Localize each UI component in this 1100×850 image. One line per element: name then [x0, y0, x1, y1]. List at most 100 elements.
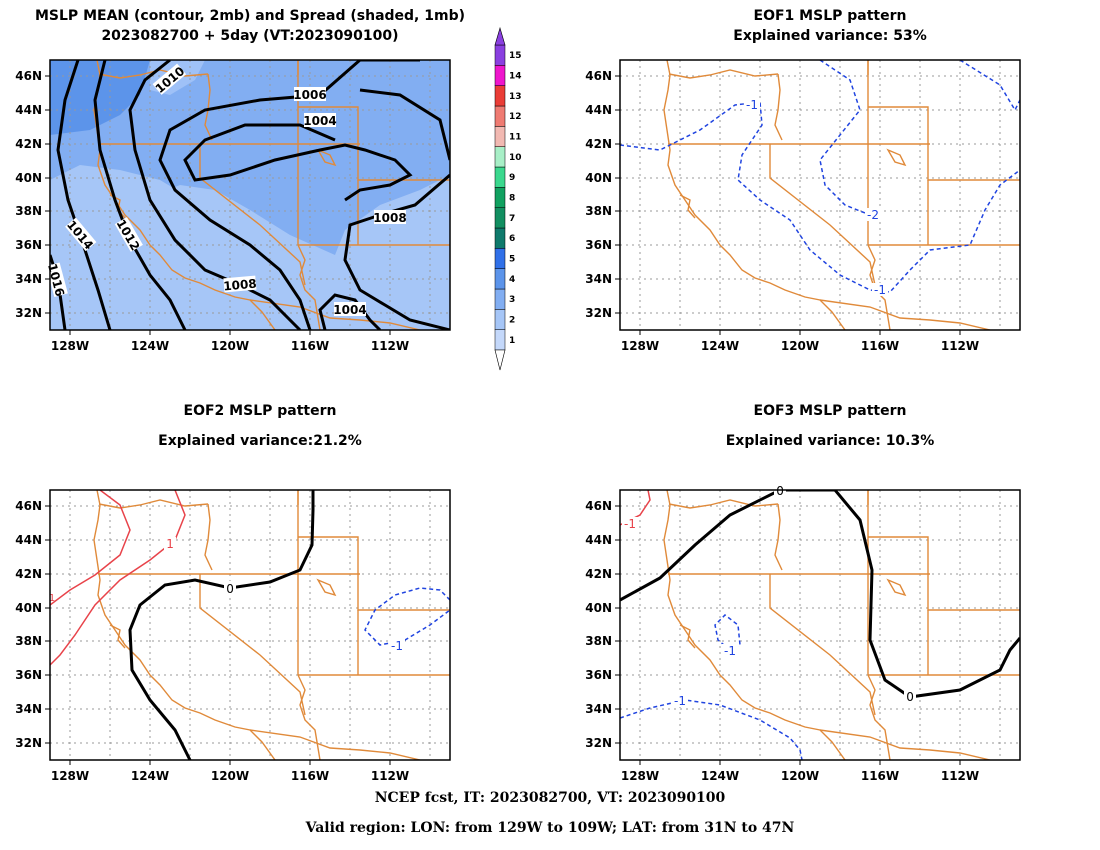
panel2-state-lines — [663, 60, 1020, 330]
lon-label: 112W — [941, 769, 979, 783]
lat-label: 36N — [585, 238, 612, 252]
panel4-state-lines — [663, 490, 1020, 760]
state-border-0 — [93, 60, 276, 330]
state-border-7 — [867, 490, 1020, 611]
state-border-11 — [249, 729, 421, 760]
lat-label: 46N — [585, 69, 612, 83]
state-border-3 — [774, 503, 783, 571]
state-border-2 — [668, 69, 779, 79]
lat-label: 36N — [585, 668, 612, 682]
state-border-12 — [886, 148, 907, 167]
panel1-map — [50, 60, 450, 330]
label-1008-right: 1008 — [373, 211, 406, 225]
colorbar-swatch — [494, 65, 506, 86]
panel1-frame — [49, 59, 451, 331]
state-border-0 — [663, 490, 846, 760]
panel3-title-line1: EOF2 MSLP pattern — [183, 403, 337, 419]
state-border-1 — [109, 624, 126, 649]
colorbar-label: 8 — [509, 194, 515, 204]
state-border-11 — [249, 299, 421, 330]
colorbar-label: 4 — [509, 275, 515, 285]
lat-label: 34N — [15, 702, 42, 716]
state-border-5 — [769, 144, 876, 286]
eof3-contour-zero — [620, 490, 1020, 699]
lat-label: 40N — [585, 601, 612, 615]
state-border-1 — [679, 194, 696, 219]
lat-label: 36N — [15, 238, 42, 252]
colorbar-swatch — [494, 248, 506, 269]
panel2-frame — [619, 59, 1021, 331]
panel2-title-line2: Explained variance: 53% — [733, 28, 927, 44]
spread-shade-4b — [50, 60, 115, 120]
state-border-11 — [819, 729, 991, 760]
state-border-7 — [867, 60, 1020, 181]
colorbar-swatch — [494, 105, 506, 127]
lon-label: 124W — [131, 769, 169, 783]
isobar-1008-low — [318, 293, 382, 330]
colorbar-top-arrow — [494, 26, 506, 46]
lat-label: 38N — [585, 634, 612, 648]
colorbar-swatch — [494, 207, 506, 229]
state-border-0 — [93, 490, 276, 760]
eof3-contour-neg1-small — [714, 614, 741, 651]
panel2-title-line1: EOF1 MSLP pattern — [753, 8, 907, 24]
state-border-7 — [297, 60, 450, 181]
state-border-2 — [98, 69, 209, 79]
eof2-label-pos1-edge: 1 — [49, 593, 55, 604]
label-1004: 1004 — [303, 114, 336, 128]
colorbar-swatch — [494, 126, 506, 147]
lat-label: 42N — [15, 567, 42, 581]
eof3-label-neg1-bottom: -1 — [674, 694, 686, 708]
colorbar-label: 10 — [509, 153, 522, 163]
colorbar-label: 15 — [509, 51, 522, 61]
lon-label: 124W — [701, 339, 739, 353]
colorbar-label: 6 — [509, 234, 515, 244]
lon-label: 116W — [291, 769, 329, 783]
lon-label: 124W — [701, 769, 739, 783]
isobar-1008 — [343, 173, 450, 330]
colorbar-label: 9 — [509, 173, 515, 183]
lat-label: 44N — [585, 533, 612, 547]
label-1006: 1006 — [293, 88, 326, 102]
eof1-label-neg2: -2 — [867, 208, 879, 222]
panel1-title-line2: 2023082700 + 5day (VT:2023090100) — [101, 28, 399, 44]
lat-label: 42N — [585, 567, 612, 581]
panel1-state-lines — [93, 60, 450, 330]
isobar-1014 — [56, 60, 112, 330]
footer-line2: Valid region: LON: from 129W to 109W; LA… — [305, 820, 795, 836]
lat-label: 34N — [585, 702, 612, 716]
state-border-5 — [199, 574, 306, 716]
isobar-1004 — [183, 123, 413, 202]
panel3-title: EOF2 MSLP pattern Explained variance:21.… — [50, 403, 470, 449]
eof2-contour-pos1-b — [50, 490, 186, 666]
lon-label: 120W — [781, 339, 819, 353]
lon-label: 116W — [861, 769, 899, 783]
label-1004-low: 1004 — [333, 303, 366, 317]
colorbar-swatch — [494, 146, 506, 168]
lon-label: 120W — [781, 769, 819, 783]
colorbar-swatch — [494, 44, 506, 66]
panel3-frame — [49, 489, 451, 761]
eof3-contour-neg1-bottom — [620, 699, 803, 760]
lat-label: 44N — [15, 533, 42, 547]
eof1-contour-neg1-c — [959, 60, 1020, 112]
lon-label: 116W — [291, 339, 329, 353]
colorbar-swatch — [494, 268, 506, 290]
panel4-title: EOF3 MSLP pattern Explained variance: 10… — [620, 403, 1040, 449]
colorbar-label: 14 — [509, 72, 522, 82]
state-border-8 — [297, 244, 321, 330]
isobar-1010 — [128, 60, 302, 330]
lon-label: 112W — [371, 769, 409, 783]
state-border-5 — [769, 574, 876, 716]
lat-label: 40N — [585, 171, 612, 185]
eof1-contour-neg1-b — [819, 60, 871, 216]
colorbar-label: 5 — [509, 255, 515, 265]
colorbar-swatch — [494, 227, 506, 249]
lon-label: 120W — [211, 769, 249, 783]
state-border-8 — [867, 244, 891, 330]
lat-label: 38N — [15, 634, 42, 648]
panel4-title-line1: EOF3 MSLP pattern — [753, 403, 907, 419]
lat-label: 32N — [585, 306, 612, 320]
